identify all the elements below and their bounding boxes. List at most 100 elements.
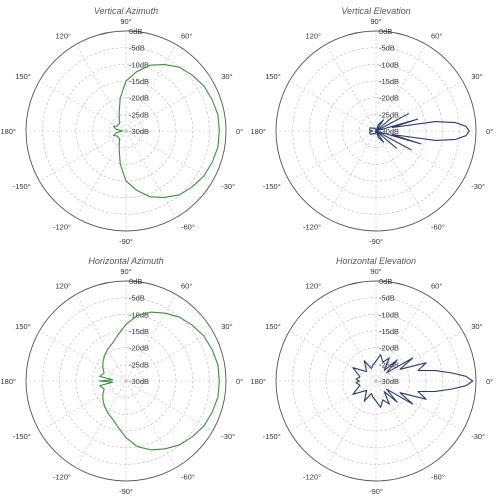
- series-trace-0: [98, 311, 220, 451]
- radial-tick-label: -10dB: [379, 310, 399, 319]
- radial-tick-label: 0dB: [129, 27, 142, 36]
- radial-tick-label: -10dB: [379, 60, 399, 69]
- chart-vertical-elevation: Vertical Elevation 0dB -5dB -10dB -15dB -20dB…: [250, 0, 500, 250]
- angle-tick-label: -60°: [431, 472, 445, 481]
- angle-tick-label: -150°: [263, 182, 281, 191]
- grid-spoke: [375, 330, 463, 382]
- grid-spoke: [39, 80, 127, 132]
- angle-tick-label: -120°: [53, 222, 71, 231]
- series-trace-0: [352, 354, 474, 408]
- angle-tick-label: -60°: [181, 222, 195, 231]
- grid-spoke: [375, 294, 427, 382]
- angle-tick-label: -90°: [369, 237, 383, 246]
- polar-grid: [275, 280, 477, 482]
- series-trace-0: [112, 64, 220, 198]
- grid-spoke: [125, 80, 213, 132]
- radial-tick-label: -25dB: [129, 360, 149, 369]
- grid-ring: [59, 64, 193, 198]
- radial-tick-label: -25dB: [379, 110, 399, 119]
- angle-tick-label: 150°: [15, 72, 31, 81]
- grid-spoke: [325, 294, 377, 382]
- radial-tick-label: -20dB: [129, 344, 149, 353]
- grid-spoke: [125, 330, 213, 382]
- grid-spoke: [39, 130, 127, 182]
- angle-tick-label: -120°: [303, 222, 321, 231]
- polar-plot-horizontal-elevation: Horizontal Elevation 0dB -5dB -10dB -15dB -20…: [250, 256, 493, 496]
- angle-tick-label: 150°: [15, 322, 31, 331]
- grid-spoke: [289, 330, 377, 382]
- grid-spoke: [375, 380, 427, 468]
- angle-tick-label: 90°: [370, 267, 381, 276]
- polar-grid: [25, 280, 227, 482]
- grid-spoke: [125, 380, 213, 432]
- grid-spoke: [289, 80, 377, 132]
- angle-tick-label: 120°: [55, 282, 71, 291]
- radial-tick-label: -10dB: [129, 60, 149, 69]
- grid-spoke: [125, 44, 177, 132]
- angle-tick-label: -90°: [119, 487, 133, 496]
- radial-tick-label: 0dB: [379, 27, 392, 36]
- angle-tick-label: -150°: [13, 432, 31, 441]
- radial-tick-label: -30dB: [129, 377, 149, 386]
- grid-spoke: [325, 130, 377, 218]
- grid-spoke: [375, 44, 427, 132]
- grid-spoke: [375, 80, 463, 132]
- angle-tick-label: -30°: [471, 432, 485, 441]
- grid-spoke: [125, 130, 213, 182]
- grid-spoke: [125, 380, 177, 468]
- grid-ring: [59, 314, 193, 448]
- grid-spoke: [325, 380, 377, 468]
- angle-tick-label: 150°: [265, 72, 281, 81]
- angle-tick-label: 30°: [471, 72, 482, 81]
- grid-spoke: [375, 130, 463, 182]
- radial-tick-label: -25dB: [129, 110, 149, 119]
- angle-tick-label: -30°: [471, 182, 485, 191]
- angle-tick-label: 90°: [370, 17, 381, 26]
- angle-tick-label: 0°: [486, 127, 493, 136]
- grid-spoke: [325, 44, 377, 132]
- angle-tick-label: 90°: [120, 17, 131, 26]
- grid-spoke: [75, 44, 127, 132]
- chart-vertical-azimuth: Vertical Azimuth 0dB -5dB -10dB -15dB -20dB -2…: [0, 0, 250, 250]
- radial-tick-label: 0dB: [379, 277, 392, 286]
- angle-tick-label: 120°: [305, 282, 321, 291]
- angle-tick-label: -90°: [119, 237, 133, 246]
- grid-ring: [359, 364, 393, 398]
- angle-tick-label: 120°: [305, 32, 321, 41]
- radial-tick-label: -30dB: [129, 127, 149, 136]
- grid-ring: [359, 114, 393, 148]
- radial-tick-label: -5dB: [129, 294, 145, 303]
- angle-tick-label: 0°: [486, 377, 493, 386]
- grid-spoke: [125, 130, 177, 218]
- angle-tick-label: -150°: [13, 182, 31, 191]
- angle-tick-label: 30°: [221, 322, 232, 331]
- grid-ring: [109, 114, 143, 148]
- grid-spoke: [375, 130, 427, 218]
- angle-tick-label: 150°: [265, 322, 281, 331]
- radial-tick-label: -15dB: [379, 327, 399, 336]
- radial-tick-label: -20dB: [129, 94, 149, 103]
- radial-tick-label: 0dB: [129, 277, 142, 286]
- angle-tick-label: -30°: [221, 432, 235, 441]
- angle-tick-label: -120°: [53, 472, 71, 481]
- angle-tick-label: 60°: [181, 32, 192, 41]
- angle-tick-label: -30°: [221, 182, 235, 191]
- angle-tick-label: -120°: [303, 472, 321, 481]
- polar-plot-vertical-elevation: Vertical Elevation 0dB -5dB -10dB -15dB -20dB…: [250, 6, 493, 246]
- polar-grid: [25, 30, 227, 232]
- angle-tick-label: 0°: [236, 127, 243, 136]
- angle-tick-label: 60°: [181, 282, 192, 291]
- angle-tick-label: 180°: [250, 127, 266, 136]
- radial-tick-label: -15dB: [129, 77, 149, 86]
- radial-tick-label: -20dB: [379, 94, 399, 103]
- polar-plot-vertical-azimuth: Vertical Azimuth 0dB -5dB -10dB -15dB -20dB -2…: [0, 6, 243, 246]
- radial-tick-label: -15dB: [379, 77, 399, 86]
- chart-horizontal-azimuth: Horizontal Azimuth 0dB -5dB -10dB -15dB -20dB…: [0, 250, 250, 500]
- grid-spoke: [75, 380, 127, 468]
- polar-plot-horizontal-azimuth: Horizontal Azimuth0dB-5dB-10dB-15dB-20dB…: [0, 256, 243, 496]
- grid-spoke: [75, 130, 127, 218]
- chart-title: Vertical Elevation: [341, 6, 410, 16]
- angle-tick-label: 120°: [55, 32, 71, 41]
- angle-tick-label: -150°: [263, 432, 281, 441]
- grid-ring: [309, 64, 443, 198]
